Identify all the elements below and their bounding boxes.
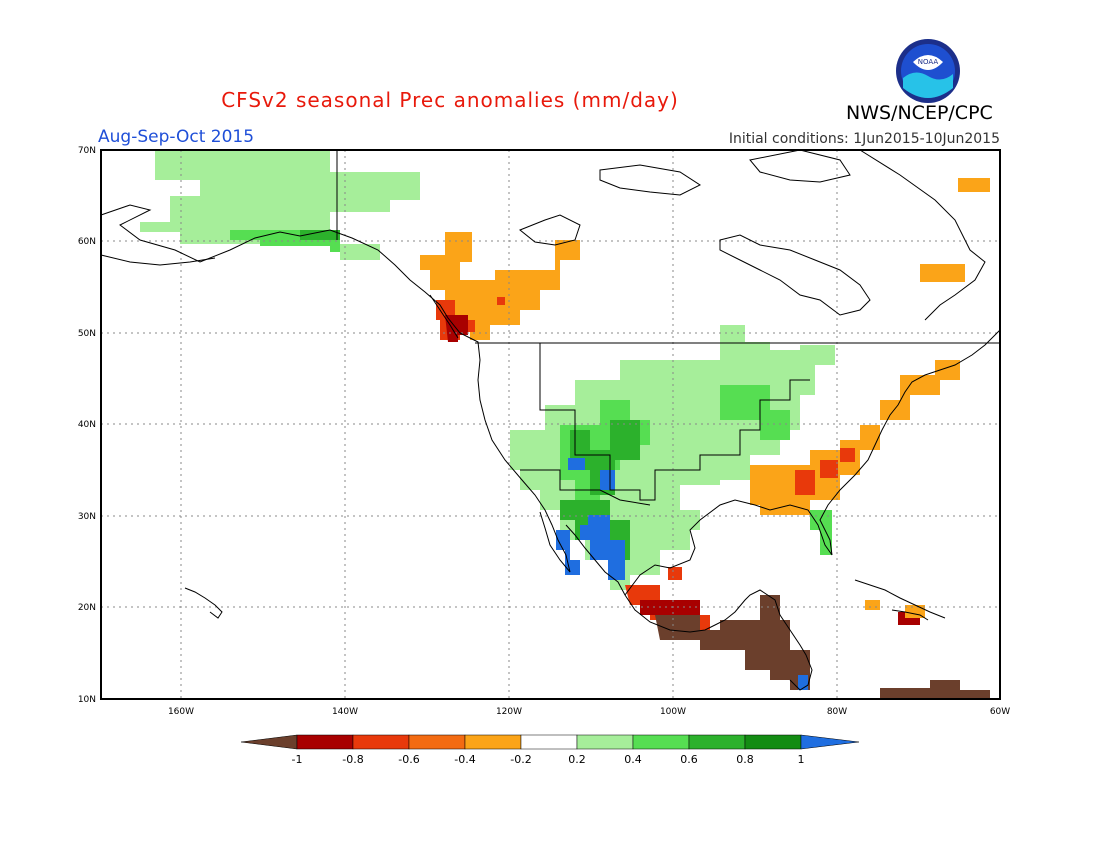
legend-tick-label: -0.2 — [510, 753, 531, 766]
legend-color-box — [296, 734, 354, 750]
anomaly-mex-blue — [580, 515, 625, 580]
anomaly-alaska — [140, 150, 420, 244]
anomaly-alaska-green2 — [300, 230, 340, 240]
anomaly-ne-canada — [920, 264, 965, 282]
lat-label: 30N — [78, 512, 96, 522]
anomaly-central-am-brown — [655, 595, 810, 690]
legend-color-box — [464, 734, 522, 750]
legend-tick-label: -0.8 — [342, 753, 363, 766]
legend-low-arrow — [240, 734, 298, 750]
legend-tick-label: -0.6 — [398, 753, 419, 766]
legend-color-box — [688, 734, 746, 750]
anomaly-gulf-red — [668, 567, 682, 580]
legend-tick-label: 0.2 — [568, 753, 586, 766]
lat-label: 70N — [78, 146, 96, 156]
anomaly-baffin — [958, 178, 990, 192]
lat-label: 60N — [78, 237, 96, 247]
noaa-logo-text: NOAA — [918, 58, 939, 66]
lat-label: 10N — [78, 695, 96, 705]
legend-color-box — [576, 734, 634, 750]
initial-conditions: Initial conditions: 1Jun2015-10Jun2015 — [728, 131, 1000, 147]
lon-label: 140W — [332, 707, 358, 717]
anomaly-field — [140, 150, 990, 699]
legend-tick-label: 0.6 — [680, 753, 698, 766]
legend-high-arrow — [800, 734, 860, 750]
legend-color-box — [352, 734, 410, 750]
anomaly-alaska-strip — [340, 244, 380, 260]
legend-color-box — [744, 734, 802, 750]
lon-label: 160W — [168, 707, 194, 717]
forecast-period: Aug-Sep-Oct 2015 — [98, 127, 255, 147]
legend-tick-label: -1 — [292, 753, 303, 766]
longitude-labels: 160W 140W 120W 100W 80W 60W — [168, 707, 1010, 717]
lon-label: 60W — [990, 707, 1010, 717]
legend-tick-label: 0.4 — [624, 753, 642, 766]
graticule — [101, 150, 1000, 699]
legend-color-box — [520, 734, 578, 750]
legend-tick-label: -0.4 — [454, 753, 475, 766]
latitude-labels: 70N 60N 50N 40N 30N 20N 10N — [78, 146, 96, 705]
noaa-logo: NOAA — [896, 39, 960, 103]
anomaly-us-white-hole — [680, 485, 720, 510]
agency-label: NWS/NCEP/CPC — [846, 102, 993, 124]
legend-colorbar: -1 -0.8 -0.6 -0.4 -0.2 0.2 0.4 0.6 0.8 1 — [240, 734, 860, 766]
chart-title: CFSv2 seasonal Prec anomalies (mm/day) — [221, 88, 679, 112]
lon-label: 100W — [660, 707, 686, 717]
legend-color-box — [632, 734, 690, 750]
lat-label: 40N — [78, 420, 96, 430]
legend-tick-label: 0.8 — [736, 753, 754, 766]
anomaly-us-darkgreen — [570, 420, 640, 495]
anomaly-canada-orange — [420, 232, 580, 340]
anomaly-baja-blue — [556, 530, 580, 575]
legend-tick-label: 1 — [798, 753, 805, 766]
map-panel — [100, 149, 1001, 700]
anomaly-us-midgreen-ne — [720, 385, 790, 440]
anomaly-sa-brown — [880, 680, 990, 699]
anomaly-canada-red-dot — [497, 297, 505, 305]
lat-label: 50N — [78, 329, 96, 339]
legend-color-box — [408, 734, 466, 750]
lon-label: 80W — [827, 707, 847, 717]
lat-label: 20N — [78, 603, 96, 613]
coastlines — [100, 149, 1001, 691]
lon-label: 120W — [496, 707, 522, 717]
anomaly-az-blue — [568, 458, 615, 490]
anomaly-se-red — [795, 448, 855, 495]
